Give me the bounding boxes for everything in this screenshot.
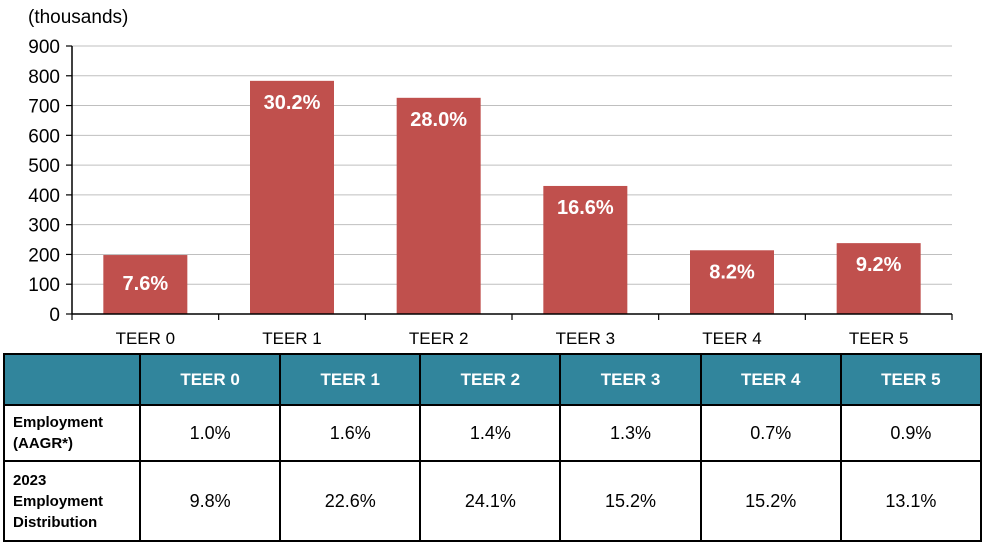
x-tick-label: TEER 5: [849, 329, 909, 348]
y-tick-label: 300: [28, 216, 60, 237]
table-cell: 15.2%: [559, 460, 702, 542]
table-cell: 22.6%: [279, 460, 422, 542]
table-cell: 1.4%: [419, 404, 562, 462]
x-tick-label: TEER 4: [702, 329, 762, 348]
data-label: 8.2%: [709, 261, 755, 283]
y-tick-label: 600: [28, 126, 60, 147]
y-tick-label: 900: [28, 37, 60, 58]
table-header-corner: [3, 353, 141, 406]
table-cell: 0.7%: [699, 404, 842, 462]
row-label-distribution: 2023 Employment Distribution: [3, 460, 141, 542]
table-cell: 15.2%: [699, 460, 842, 542]
row-label-line: Distribution: [13, 513, 98, 531]
y-tick-label: 200: [28, 245, 60, 266]
table-cell: 0.9%: [839, 404, 983, 462]
x-tick-label: TEER 2: [409, 329, 469, 348]
data-label: 30.2%: [264, 92, 321, 114]
y-axis-ticks: 0 100 200 300 400 500 600 700 800 900: [28, 37, 72, 326]
table-header-row: TEER 0 TEER 1 TEER 2 TEER 3 TEER 4 TEER …: [3, 353, 983, 406]
x-tick-label: TEER 0: [116, 329, 176, 348]
x-axis-ticks: TEER 0 TEER 1 TEER 2 TEER 3 TEER 4 TEER 5: [71, 314, 953, 348]
y-tick-label: 500: [28, 156, 60, 177]
table-header-teer1: TEER 1: [279, 353, 422, 406]
bar: [103, 255, 188, 314]
y-tick-label: 800: [28, 67, 60, 88]
bars: 7.6% 30.2% 28.0% 16.6% 8.2% 9.2%: [103, 80, 921, 315]
data-label: 7.6%: [123, 273, 169, 295]
y-tick-label: 0: [49, 305, 60, 326]
table-cell: 13.1%: [839, 460, 983, 542]
y-tick-label: 100: [28, 275, 60, 296]
bar: [543, 185, 628, 314]
bar: [836, 243, 921, 314]
table-header-teer2: TEER 2: [419, 353, 562, 406]
table-cell: 24.1%: [419, 460, 562, 542]
table-cell: 1.6%: [279, 404, 422, 462]
bar: [250, 80, 334, 314]
gridlines: [72, 45, 952, 285]
table-cell: 9.8%: [138, 460, 282, 542]
y-tick-label: 400: [28, 186, 60, 207]
table-row-distribution: 2023 Employment Distribution 9.8% 22.6% …: [3, 460, 983, 542]
x-tick-label: TEER 3: [556, 329, 616, 348]
row-label-line: 2023: [13, 471, 47, 489]
table-header-teer3: TEER 3: [559, 353, 702, 406]
data-label: 9.2%: [856, 254, 902, 276]
table-header-teer5: TEER 5: [839, 353, 983, 406]
y-tick-label: 700: [28, 97, 60, 118]
summary-table: TEER 0 TEER 1 TEER 2 TEER 3 TEER 4 TEER …: [3, 353, 983, 542]
bar: [396, 97, 481, 315]
data-label: 16.6%: [557, 197, 614, 219]
row-label-aagr: Employment (AAGR*): [3, 404, 141, 462]
bar-chart: (thousands) 0 100 200 300 400 500 600 700 800 900…: [28, 7, 953, 348]
table-header-teer4: TEER 4: [699, 353, 842, 406]
table-cell: 1.0%: [138, 404, 282, 462]
row-label-line: (AAGR*): [13, 435, 73, 452]
table-cell: 1.3%: [559, 404, 702, 462]
unit-label: (thousands): [28, 7, 128, 28]
x-tick-label: TEER 1: [262, 329, 322, 348]
table-header-teer0: TEER 0: [138, 353, 282, 406]
row-label-line: Employment: [13, 492, 104, 510]
table-row-aagr: Employment (AAGR*) 1.0% 1.6% 1.4% 1.3% 0…: [3, 404, 983, 462]
bar: [690, 250, 774, 314]
row-label-line: Employment: [13, 414, 104, 431]
data-label: 28.0%: [410, 109, 467, 131]
